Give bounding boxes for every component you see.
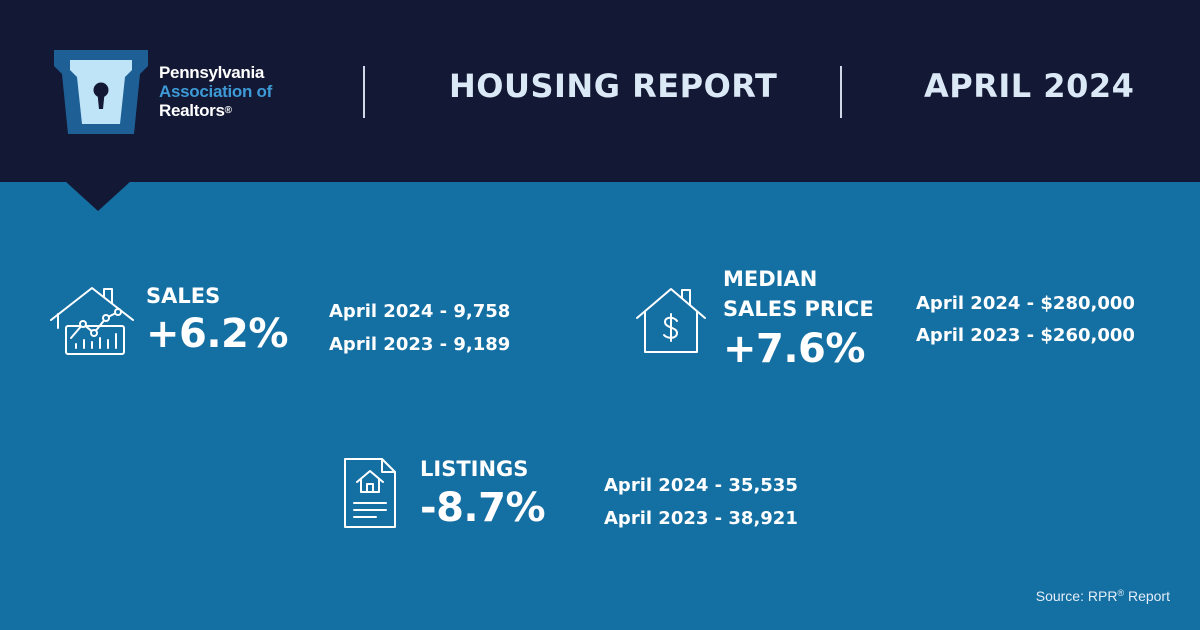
sales-previous: April 2023 - 9,189 — [329, 334, 511, 355]
source-suffix: Report — [1124, 588, 1170, 604]
listings-current: April 2024 - 35,535 — [604, 475, 798, 496]
listings-previous: April 2023 - 38,921 — [604, 508, 798, 529]
median-current: April 2024 - $280,000 — [916, 293, 1135, 314]
house-dollar-icon — [636, 288, 706, 353]
sales-change: +6.2% — [146, 311, 288, 357]
source-note: Source: RPR® Report — [1036, 588, 1170, 604]
header-divider-1 — [363, 66, 365, 118]
report-title: HOUSING REPORT — [449, 67, 778, 105]
source-prefix: Source: RPR — [1035, 588, 1118, 604]
header-divider-2 — [840, 66, 842, 118]
logo-wordmark: Pennsylvania Association of Realtors® — [159, 63, 272, 120]
logo-line-3: Realtors® — [159, 101, 272, 120]
listings-label: LISTINGS — [420, 457, 529, 481]
keystone-logo-icon — [54, 50, 148, 134]
median-label-line1: MEDIAN — [723, 267, 818, 291]
report-date: APRIL 2024 — [924, 67, 1135, 105]
median-label-line2: SALES PRICE — [723, 297, 874, 321]
sales-label: SALES — [146, 284, 221, 308]
source-registered-mark: ® — [1117, 588, 1125, 598]
header-pointer — [65, 181, 131, 211]
header-bar — [0, 0, 1200, 182]
logo-line-2: Association of — [159, 82, 272, 101]
logo-line-1: Pennsylvania — [159, 63, 265, 82]
logo-line-3-text: Realtors — [159, 101, 225, 120]
listing-document-icon — [344, 458, 396, 528]
sales-current: April 2024 - 9,758 — [329, 301, 511, 322]
logo-registered-mark: ® — [224, 105, 232, 116]
house-chart-icon — [50, 287, 134, 355]
listings-change: -8.7% — [420, 485, 546, 531]
median-previous: April 2023 - $260,000 — [916, 325, 1135, 346]
median-change: +7.6% — [723, 326, 865, 372]
